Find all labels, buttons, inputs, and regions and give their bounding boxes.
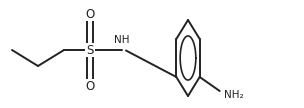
Text: O: O xyxy=(85,7,95,21)
Text: S: S xyxy=(86,44,94,56)
Text: NH₂: NH₂ xyxy=(224,90,244,100)
Text: O: O xyxy=(85,79,95,92)
Text: NH: NH xyxy=(114,35,130,45)
